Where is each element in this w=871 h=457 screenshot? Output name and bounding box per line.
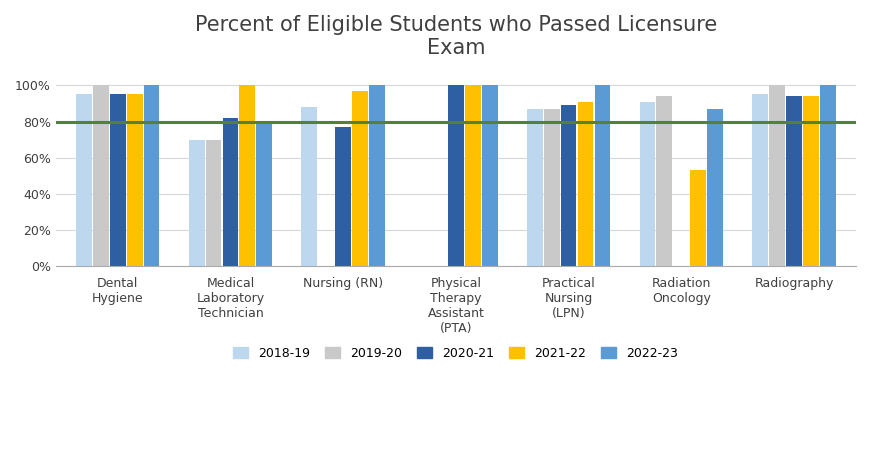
Bar [144, 85, 159, 266]
Title: Percent of Eligible Students who Passed Licensure
Exam: Percent of Eligible Students who Passed … [195, 15, 717, 58]
Bar [369, 85, 385, 266]
Legend: 2018-19, 2019-20, 2020-21, 2021-22, 2022-23: 2018-19, 2019-20, 2020-21, 2021-22, 2022… [233, 347, 679, 360]
Bar [335, 127, 351, 266]
Bar [691, 170, 706, 266]
Bar [352, 91, 368, 266]
Bar [820, 85, 835, 266]
Bar [482, 85, 497, 266]
Bar [189, 139, 205, 266]
Bar [465, 85, 481, 266]
Bar [301, 107, 317, 266]
Bar [787, 96, 802, 266]
Bar [577, 101, 593, 266]
Bar [803, 96, 819, 266]
Bar [256, 122, 272, 266]
Bar [527, 109, 543, 266]
Bar [448, 85, 463, 266]
Bar [76, 95, 91, 266]
Bar [93, 85, 109, 266]
Bar [595, 85, 611, 266]
Bar [110, 95, 125, 266]
Bar [707, 109, 723, 266]
Bar [769, 85, 785, 266]
Bar [240, 85, 255, 266]
Bar [657, 96, 672, 266]
Bar [639, 101, 655, 266]
Bar [206, 139, 221, 266]
Bar [753, 95, 768, 266]
Bar [223, 118, 239, 266]
Bar [127, 95, 143, 266]
Bar [544, 109, 559, 266]
Bar [561, 105, 577, 266]
